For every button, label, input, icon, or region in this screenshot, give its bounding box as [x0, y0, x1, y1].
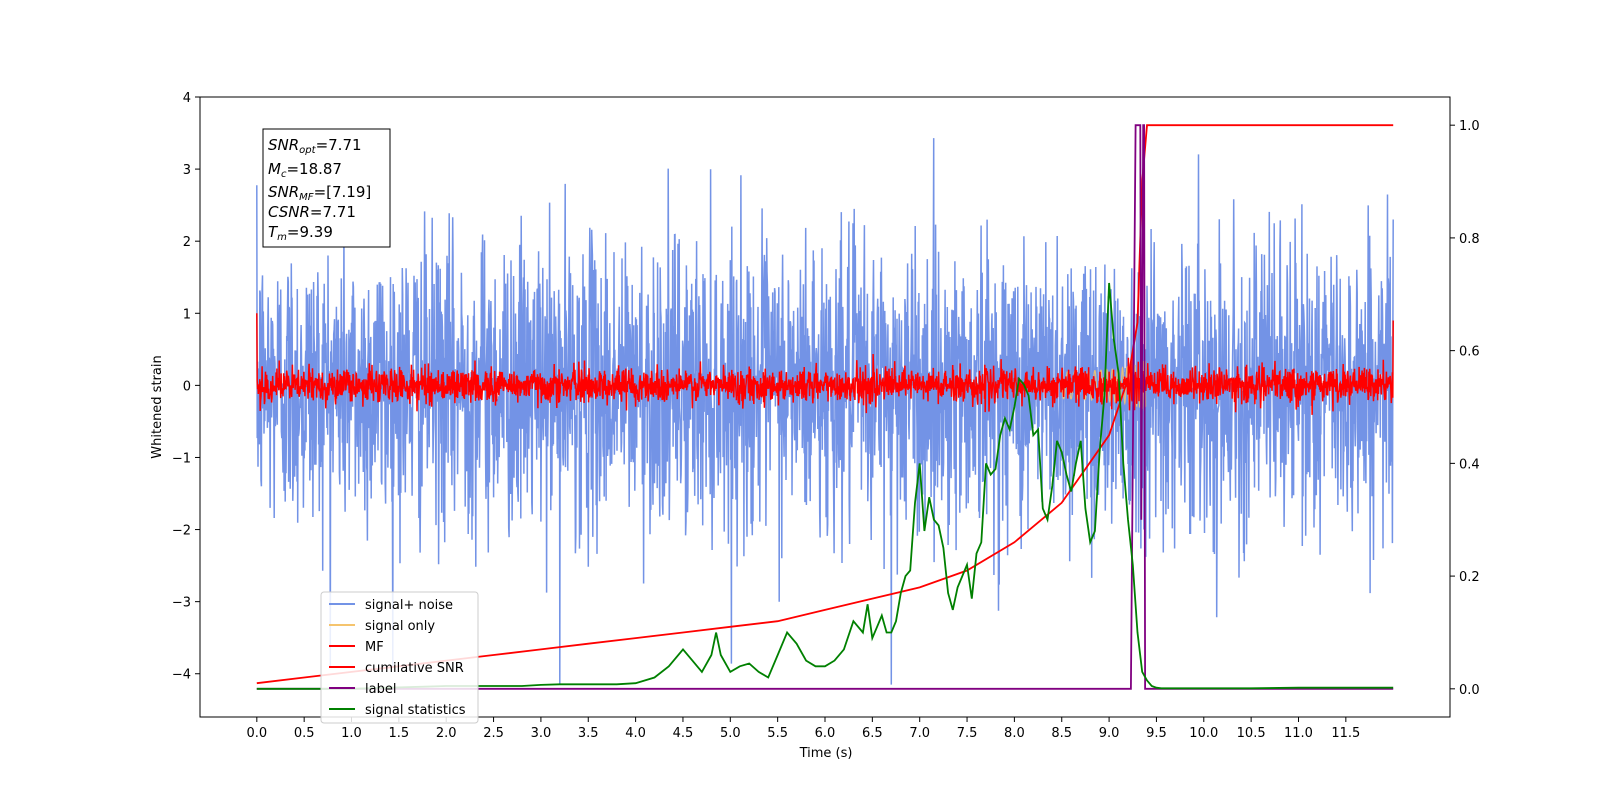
- info-snr-mf: SNRMF=[7.19]: [268, 183, 371, 203]
- series-signal-noise: [256, 138, 1394, 685]
- x-tick-label: 8.5: [1051, 726, 1072, 741]
- x-tick-label: 5.5: [767, 726, 788, 741]
- y2-axis-ticks: 1.0 0.8 0.6 0.4 0.2 0.0: [1450, 119, 1480, 698]
- y-tick-label: 4: [183, 91, 191, 106]
- series-mf: [256, 313, 1394, 415]
- info-snr-opt: SNRopt=7.71: [268, 136, 362, 156]
- x-tick-label: 2.5: [483, 726, 504, 741]
- y-tick-label: 3: [183, 163, 191, 178]
- series-label: [256, 124, 1394, 690]
- x-tick-label: 11.0: [1284, 726, 1313, 741]
- x-tick-label: 10.5: [1237, 726, 1266, 741]
- y2-tick-label: 0.4: [1459, 457, 1480, 472]
- y2-tick-label: 1.0: [1459, 119, 1480, 134]
- x-tick-label: 11.5: [1331, 726, 1360, 741]
- info-mc: Mc=18.87: [268, 160, 342, 180]
- info-csnr: CSNR=7.71: [268, 203, 356, 221]
- y-tick-label: −3: [172, 596, 191, 611]
- legend-label-mf: MF: [365, 640, 384, 655]
- x-tick-label: 7.5: [957, 726, 978, 741]
- x-tick-label: 1.5: [389, 726, 410, 741]
- x-tick-label: 5.0: [720, 726, 741, 741]
- x-tick-label: 6.5: [862, 726, 883, 741]
- y2-tick-label: 0.0: [1459, 683, 1480, 698]
- info-box-frame: [262, 128, 391, 248]
- y-axis-label: Whitened strain: [150, 355, 165, 458]
- series-signal-statistics: [256, 282, 1394, 690]
- y-tick-label: −4: [172, 668, 191, 683]
- x-axis-ticks: 0.0 0.5 1.0 1.5 2.0 2.5 3.0 3.5 4.0 4.5 5.0 5.5 6.0 6…: [246, 717, 1360, 741]
- y-tick-label: −1: [172, 451, 191, 466]
- x-tick-label: 9.0: [1099, 726, 1120, 741]
- series-signal-statistics-line: [256, 282, 1394, 690]
- x-tick-label: 4.0: [625, 726, 646, 741]
- legend-label-signal-noise: signal+ noise: [365, 598, 453, 613]
- info-tm: Tm=9.39: [268, 223, 333, 243]
- y-tick-label: 2: [183, 235, 191, 250]
- x-tick-label: 4.5: [673, 726, 694, 741]
- x-tick-label: 8.0: [1004, 726, 1025, 741]
- x-tick-label: 6.0: [815, 726, 836, 741]
- info-box: SNRopt=7.71 Mc=18.87 SNRMF=[7.19] CSNR=7…: [262, 128, 391, 248]
- y-axis-ticks: 4 3 2 1 0 −1 −2 −3 −4: [172, 91, 200, 683]
- series-signal-noise-line: [256, 138, 1394, 685]
- x-tick-label: 0.0: [246, 726, 267, 741]
- x-tick-label: 9.5: [1146, 726, 1167, 741]
- y-tick-label: −2: [172, 524, 191, 539]
- legend-frame: [320, 591, 479, 724]
- legend: signal+ noise signal only MF cumilative …: [320, 591, 479, 724]
- x-axis-label: Time (s): [799, 746, 853, 761]
- x-tick-label: 7.0: [909, 726, 930, 741]
- x-tick-label: 3.5: [578, 726, 599, 741]
- y2-tick-label: 0.6: [1459, 345, 1480, 360]
- x-tick-label: 1.0: [341, 726, 362, 741]
- legend-label-signal-statistics: signal statistics: [365, 703, 466, 718]
- y2-tick-label: 0.8: [1459, 232, 1480, 247]
- legend-label-signal-only: signal only: [365, 619, 435, 634]
- legend-label-label: label: [365, 682, 396, 697]
- series-label-line: [256, 124, 1394, 690]
- series-mf-line: [256, 313, 1394, 415]
- y-tick-label: 0: [183, 379, 191, 394]
- x-tick-label: 0.5: [294, 726, 315, 741]
- y-tick-label: 1: [183, 307, 191, 322]
- legend-label-cumulative-snr: cumilative SNR: [365, 661, 464, 676]
- x-tick-label: 2.0: [436, 726, 457, 741]
- x-tick-label: 10.0: [1189, 726, 1218, 741]
- x-tick-label: 3.0: [531, 726, 552, 741]
- y2-tick-label: 0.2: [1459, 570, 1480, 585]
